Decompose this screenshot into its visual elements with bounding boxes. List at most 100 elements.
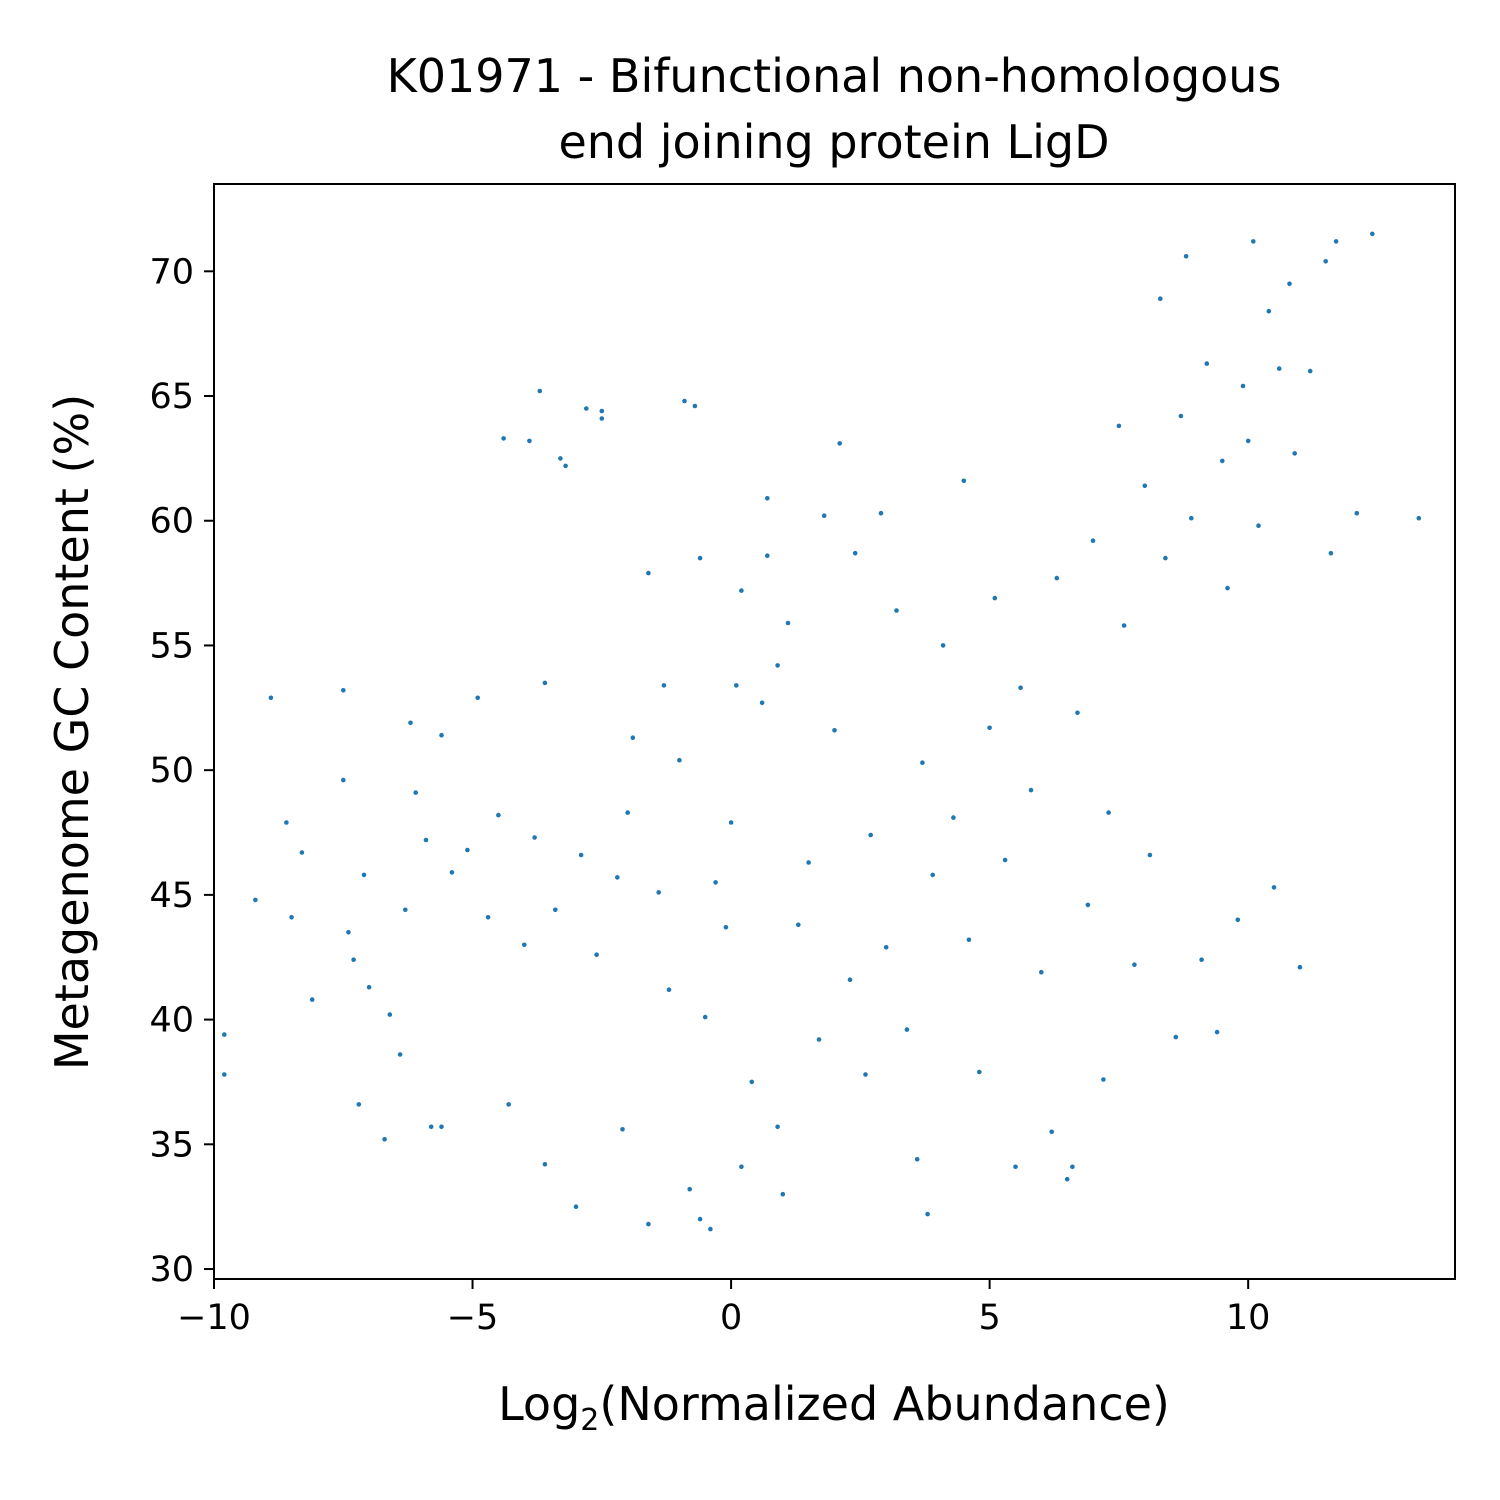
data-point: [759, 700, 765, 706]
y-tick-label: 70: [149, 252, 194, 292]
data-point: [413, 790, 419, 795]
data-point: [578, 852, 584, 858]
data-point: [1235, 917, 1241, 923]
data-point: [961, 478, 967, 484]
data-point: [356, 1102, 362, 1107]
data-point: [1251, 239, 1256, 244]
x-axis-ticks: −10 −5 0 5 10: [177, 1279, 1270, 1338]
data-point: [222, 1072, 227, 1077]
data-point: [987, 725, 992, 731]
y-tick-label: 40: [149, 1001, 194, 1041]
data-point: [785, 620, 791, 626]
data-point: [1002, 857, 1008, 863]
data-point: [697, 555, 703, 561]
data-point: [309, 997, 315, 1002]
data-point: [449, 870, 455, 875]
data-point: [739, 588, 744, 593]
data-point: [821, 513, 827, 518]
data-point: [765, 553, 770, 558]
data-point: [1178, 413, 1184, 419]
data-point: [1199, 957, 1204, 962]
data-point: [1323, 259, 1328, 264]
data-point: [1189, 515, 1194, 521]
data-point: [615, 875, 620, 880]
data-point: [506, 1102, 512, 1107]
data-point: [765, 496, 770, 501]
data-point: [883, 945, 889, 950]
data-point: [1101, 1077, 1106, 1082]
data-point: [439, 1124, 444, 1130]
data-point: [925, 1211, 930, 1217]
data-point: [1204, 361, 1210, 366]
data-point: [1297, 964, 1303, 970]
data-point: [878, 510, 884, 516]
data-point: [1333, 239, 1339, 244]
data-point: [403, 907, 408, 913]
data-point: [599, 416, 605, 421]
data-point: [677, 757, 682, 763]
data-point: [268, 695, 274, 701]
data-point: [537, 388, 543, 394]
data-point: [289, 915, 294, 920]
data-point: [832, 728, 837, 733]
y-tick-label: 65: [149, 377, 194, 417]
data-point: [284, 820, 289, 825]
data-point: [475, 695, 481, 701]
data-point: [1013, 1164, 1018, 1170]
y-tick-label: 55: [149, 626, 194, 666]
data-point: [1214, 1029, 1220, 1035]
data-point: [1328, 550, 1334, 556]
data-point: [1054, 575, 1060, 581]
data-point: [697, 1216, 703, 1222]
data-point: [863, 1072, 868, 1077]
data-point: [951, 815, 956, 820]
y-tick-label: 30: [149, 1250, 194, 1290]
data-point: [620, 1127, 625, 1132]
data-point: [1158, 296, 1163, 302]
data-point: [894, 608, 899, 613]
y-tick-label: 50: [149, 751, 194, 791]
data-point: [734, 683, 739, 688]
data-point: [387, 1012, 393, 1017]
data-point: [594, 952, 599, 957]
chart-title-line-1: K01971 - Bifunctional non-homologous: [387, 49, 1282, 103]
data-point: [423, 837, 429, 843]
x-tick-label: −5: [447, 1298, 499, 1338]
x-tick-label: 0: [720, 1298, 742, 1338]
data-point: [1121, 623, 1127, 628]
data-point: [341, 688, 346, 693]
data-point: [847, 977, 853, 982]
data-point: [796, 922, 801, 928]
data-point: [1266, 308, 1272, 314]
y-axis-label: Metagenome GC Content (%): [45, 394, 99, 1070]
data-point: [661, 683, 667, 688]
data-point: [1173, 1034, 1179, 1040]
data-point: [966, 937, 972, 943]
data-point: [1220, 458, 1225, 464]
data-point: [977, 1069, 982, 1075]
data-point: [920, 760, 925, 765]
data-point: [666, 987, 672, 992]
data-point: [1240, 383, 1246, 389]
data-point: [630, 735, 636, 740]
data-point: [702, 1014, 708, 1020]
data-point: [1276, 366, 1282, 371]
data-point: [501, 436, 506, 441]
data-point: [341, 777, 346, 783]
data-point: [708, 1226, 713, 1232]
data-point: [806, 860, 811, 865]
data-point: [351, 957, 356, 962]
data-point: [1085, 902, 1091, 908]
data-point: [553, 907, 558, 913]
data-point: [930, 872, 935, 878]
y-tick-label: 60: [149, 502, 194, 542]
data-point: [625, 810, 630, 815]
data-point: [1245, 438, 1251, 444]
data-point: [992, 595, 998, 601]
data-point: [542, 680, 548, 686]
data-point: [940, 643, 946, 648]
data-point: [573, 1204, 579, 1209]
x-tick-label: 5: [978, 1298, 1000, 1338]
data-point: [1292, 451, 1297, 456]
